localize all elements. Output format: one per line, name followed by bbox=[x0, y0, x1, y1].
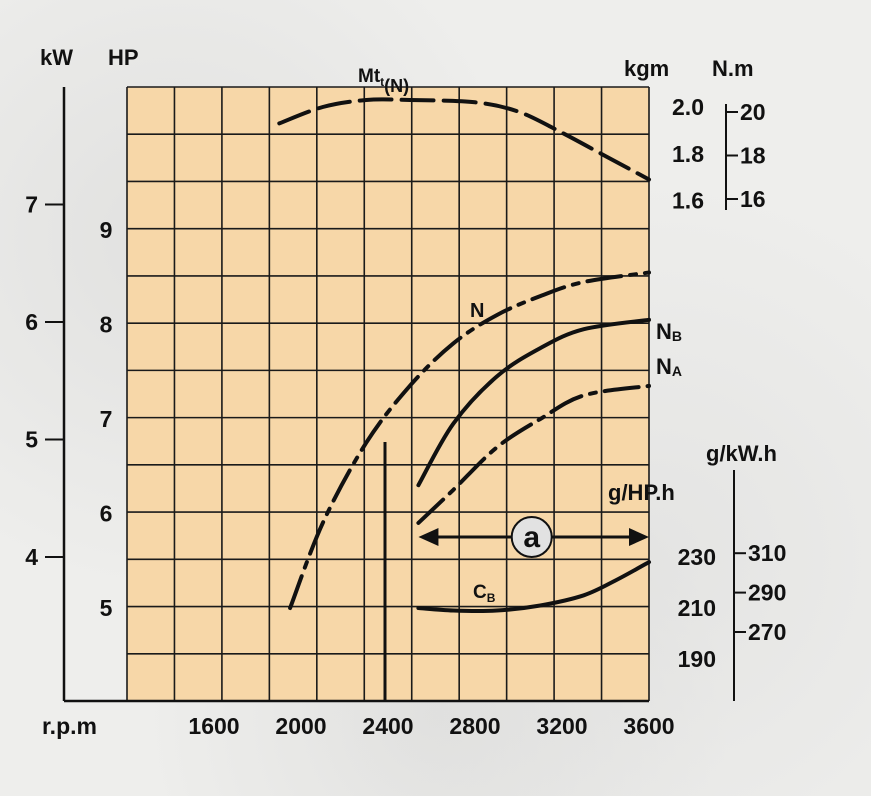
g-kwh-tick-label: 290 bbox=[748, 580, 786, 606]
kgm-ticks: 1.6 1.8 2.0 bbox=[672, 94, 704, 214]
hp-tick-label: 5 bbox=[100, 595, 113, 621]
g-hph-tick-label: 190 bbox=[678, 646, 716, 672]
x-ticks: 1600 2000 2400 2800 3200 3600 bbox=[188, 713, 674, 739]
label-na: NA bbox=[656, 354, 682, 379]
hp-tick-label: 8 bbox=[100, 312, 113, 338]
x-tick-label: 3200 bbox=[536, 713, 587, 739]
kgm-tick-label: 1.6 bbox=[672, 188, 704, 214]
x-axis-label: r.p.m bbox=[42, 713, 97, 739]
kw-tick-label: 7 bbox=[25, 192, 38, 218]
label-nb-sub: B bbox=[672, 328, 682, 344]
x-tick-label: 2400 bbox=[362, 713, 413, 739]
range-arrow-annotation: a bbox=[418, 516, 649, 558]
hp-axis-label: HP bbox=[108, 45, 139, 70]
g-hph-ticks: 190 210 230 bbox=[678, 544, 716, 672]
curve-n bbox=[288, 270, 651, 610]
curves bbox=[277, 97, 651, 614]
kgm-tick-label: 2.0 bbox=[672, 94, 704, 120]
curve-cb bbox=[416, 560, 651, 614]
nm-tick-label: 20 bbox=[740, 99, 766, 125]
label-cb: CB bbox=[473, 582, 496, 605]
label-cb-main: C bbox=[473, 582, 487, 603]
nm-tick-label: 16 bbox=[740, 186, 766, 212]
annotation-circle bbox=[510, 516, 553, 558]
curve-na bbox=[416, 383, 651, 525]
label-n: N bbox=[470, 300, 484, 322]
hp-ticks: 5 6 7 8 9 bbox=[100, 217, 113, 621]
label-mt-sub: t bbox=[380, 75, 384, 89]
g-kwh-axis-label: g/kW.h bbox=[706, 441, 777, 466]
kw-tick-label: 6 bbox=[25, 309, 38, 335]
label-na-sub: A bbox=[672, 363, 682, 379]
kw-tick-label: 5 bbox=[25, 427, 38, 453]
label-mt-main: Mt bbox=[358, 66, 381, 87]
annotation-label: a bbox=[523, 521, 540, 554]
nm-tick-label: 18 bbox=[740, 143, 766, 169]
kw-tick-label: 4 bbox=[25, 544, 38, 570]
x-tick-label: 1600 bbox=[188, 713, 239, 739]
x-tick-label: 3600 bbox=[623, 713, 674, 739]
kw-axis-label: kW bbox=[40, 45, 73, 70]
hp-tick-label: 7 bbox=[100, 406, 113, 432]
g-hph-tick-label: 210 bbox=[678, 595, 716, 621]
kw-ticks: 4 5 6 7 bbox=[25, 192, 64, 570]
label-mt-suffix: (N) bbox=[384, 76, 409, 96]
nm-axis-label: N.m bbox=[712, 56, 754, 81]
g-hph-tick-label: 230 bbox=[678, 544, 716, 570]
g-hph-axis-label: g/HP.h bbox=[608, 480, 675, 505]
label-na-main: N bbox=[656, 354, 672, 379]
g-kwh-ticks: 270 290 310 bbox=[734, 540, 786, 645]
curve-nb bbox=[416, 317, 651, 488]
hp-tick-label: 6 bbox=[100, 501, 113, 527]
label-nb-main: N bbox=[656, 319, 672, 344]
arrow-head-right bbox=[629, 528, 649, 546]
g-kwh-tick-label: 270 bbox=[748, 619, 786, 645]
hp-tick-label: 9 bbox=[100, 217, 113, 243]
kgm-tick-label: 1.8 bbox=[672, 141, 704, 167]
g-kwh-tick-label: 310 bbox=[748, 540, 786, 566]
curve-mt bbox=[277, 97, 651, 182]
label-cb-sub: B bbox=[487, 591, 496, 605]
x-tick-label: 2800 bbox=[449, 713, 500, 739]
nm-ticks: 16 18 20 bbox=[726, 99, 766, 212]
x-tick-label: 2000 bbox=[275, 713, 326, 739]
label-mt: Mtt(N) bbox=[358, 66, 409, 96]
kgm-axis-label: kgm bbox=[624, 56, 669, 81]
arrow-head-left bbox=[418, 528, 439, 546]
plot-background bbox=[127, 87, 649, 701]
label-nb: NB bbox=[656, 319, 682, 344]
